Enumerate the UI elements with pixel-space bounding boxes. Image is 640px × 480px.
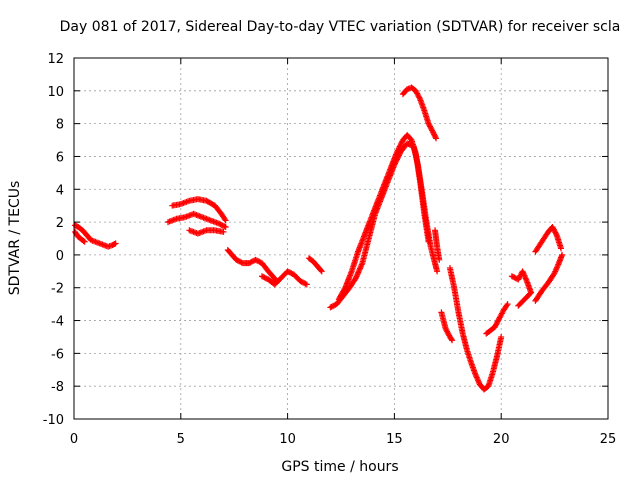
data-point bbox=[222, 224, 229, 231]
y-tick-label: -10 bbox=[43, 413, 64, 428]
data-point bbox=[432, 134, 439, 141]
data-point bbox=[112, 240, 119, 247]
data-point bbox=[429, 127, 436, 134]
data-point bbox=[434, 268, 441, 275]
data-point bbox=[448, 336, 455, 343]
y-tick-label: 10 bbox=[47, 85, 64, 100]
y-axis-label: SDTVAR / TECUs bbox=[7, 181, 23, 296]
data-point bbox=[303, 281, 310, 288]
data-point bbox=[558, 245, 565, 252]
data-point bbox=[430, 130, 437, 137]
data-point bbox=[553, 230, 560, 237]
data-point bbox=[425, 238, 432, 245]
plot-frame bbox=[73, 57, 609, 420]
data-point bbox=[395, 146, 402, 153]
x-tick-label: 10 bbox=[279, 432, 296, 447]
y-tick-label: 0 bbox=[56, 249, 64, 264]
data-point bbox=[429, 128, 436, 135]
data-point bbox=[317, 267, 324, 274]
data-point bbox=[515, 302, 522, 309]
x-tick-label: 0 bbox=[70, 432, 78, 447]
chart-title: Day 081 of 2017, Sidereal Day-to-day VTE… bbox=[60, 19, 621, 35]
data-points bbox=[72, 84, 566, 393]
data-point bbox=[396, 143, 403, 150]
data-point bbox=[221, 223, 228, 230]
x-tick-label: 5 bbox=[177, 432, 185, 447]
y-tick-label: 8 bbox=[56, 118, 64, 133]
data-point bbox=[503, 302, 510, 309]
data-point bbox=[397, 142, 404, 149]
data-point bbox=[516, 301, 523, 308]
y-tick-label: -6 bbox=[51, 347, 64, 362]
data-point bbox=[394, 147, 401, 154]
y-tick-label: 12 bbox=[47, 52, 64, 67]
data-point bbox=[81, 238, 88, 245]
data-point bbox=[221, 216, 228, 223]
data-point bbox=[436, 256, 443, 263]
x-axis-label: GPS time / hours bbox=[281, 459, 398, 475]
y-tick-label: -2 bbox=[51, 282, 64, 297]
y-tick-label: -4 bbox=[51, 315, 64, 330]
data-point bbox=[393, 150, 400, 157]
data-point bbox=[498, 333, 505, 340]
data-point bbox=[220, 228, 227, 235]
data-point bbox=[302, 280, 309, 287]
y-tick-label: 4 bbox=[56, 183, 64, 198]
data-point bbox=[341, 286, 348, 293]
y-tick-label: -8 bbox=[51, 380, 64, 395]
data-point bbox=[416, 94, 423, 101]
data-point bbox=[431, 131, 438, 138]
y-tick-label: 6 bbox=[56, 150, 64, 165]
y-tick-label: 2 bbox=[56, 216, 64, 231]
data-point bbox=[222, 217, 229, 224]
y-axis-ticks: -10 -8 -6 -4 -2 0 2 4 6 8 10 12 bbox=[43, 52, 608, 428]
data-point bbox=[396, 144, 403, 151]
data-point bbox=[504, 301, 511, 308]
grid-lines bbox=[74, 58, 608, 419]
data-point bbox=[398, 139, 405, 146]
data-point bbox=[431, 132, 438, 139]
x-axis-ticks: 0 5 10 15 20 25 bbox=[70, 58, 616, 447]
data-point bbox=[80, 237, 87, 244]
data-point bbox=[449, 337, 456, 344]
x-tick-label: 25 bbox=[600, 432, 617, 447]
data-point bbox=[394, 148, 401, 155]
data-point bbox=[433, 135, 440, 142]
data-point bbox=[559, 251, 566, 258]
x-tick-label: 15 bbox=[386, 432, 403, 447]
x-tick-label: 20 bbox=[493, 432, 510, 447]
data-point bbox=[318, 268, 325, 275]
data-point bbox=[398, 140, 405, 147]
